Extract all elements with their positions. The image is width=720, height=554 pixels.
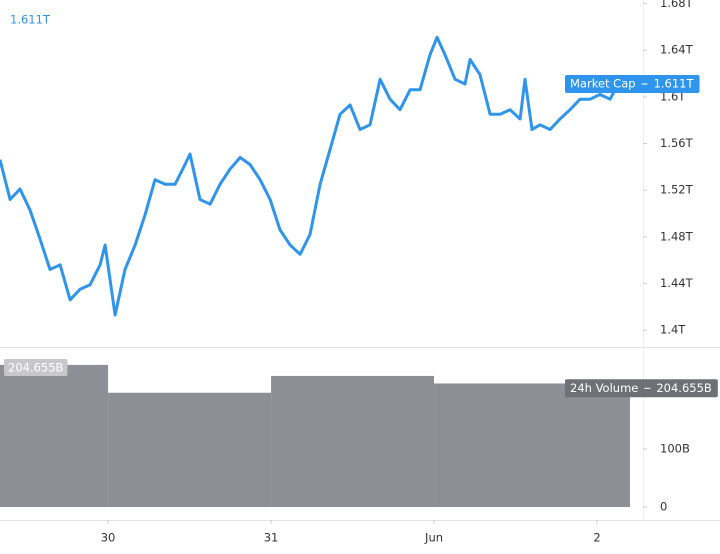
volume-bar bbox=[271, 375, 435, 508]
x-tick-label: Jun bbox=[424, 531, 443, 545]
badge-background bbox=[565, 379, 718, 398]
badge-name: Market Cap bbox=[570, 77, 636, 91]
current-value-label: 1.611T bbox=[10, 13, 51, 27]
y-tick-label: 1.48T bbox=[660, 229, 694, 243]
line-series bbox=[0, 35, 620, 317]
value-badge: 24h Volume 204.655B bbox=[565, 379, 718, 398]
current-volume-label: 204.655B bbox=[8, 361, 64, 375]
y-tick-label: 1.52T bbox=[660, 183, 694, 197]
y-tick-label: 1.4T bbox=[660, 323, 686, 337]
y-tick-label: 1.68T bbox=[660, 0, 694, 10]
volume-bar bbox=[108, 392, 272, 508]
y-tick-label: 1.56T bbox=[660, 136, 694, 150]
y-tick-label: 1.44T bbox=[660, 276, 694, 290]
x-tick-label: 2 bbox=[593, 531, 600, 545]
badge-value: 204.655B bbox=[656, 381, 712, 395]
badge-background bbox=[565, 75, 700, 93]
volume-bar bbox=[0, 364, 109, 508]
badge-value: 1.611T bbox=[654, 77, 695, 91]
y-tick-label: 1.64T bbox=[660, 43, 694, 57]
x-tick-label: 31 bbox=[264, 531, 279, 545]
badge-name: 24h Volume bbox=[570, 381, 638, 395]
y-tick-label: 0 bbox=[660, 500, 667, 514]
current-volume-tag: 204.655B bbox=[4, 359, 68, 376]
current-volume-background bbox=[4, 359, 68, 376]
y-tick-label: 100B bbox=[660, 442, 690, 456]
volume-bar bbox=[434, 383, 630, 508]
x-tick-label: 30 bbox=[101, 531, 116, 545]
value-badge: Market Cap 1.611T bbox=[565, 75, 700, 93]
